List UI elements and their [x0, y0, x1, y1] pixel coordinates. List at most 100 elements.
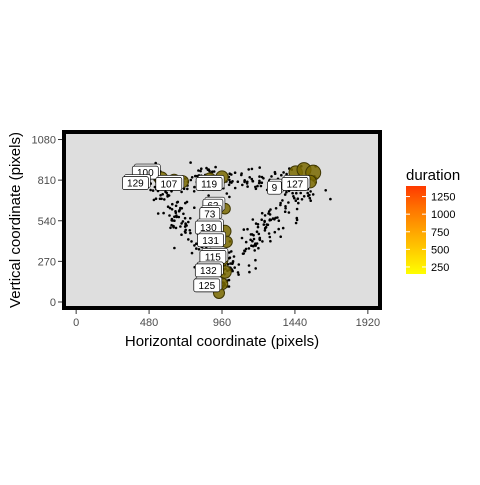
gaze-point — [180, 222, 183, 225]
gaze-point — [269, 218, 273, 222]
gaze-point — [274, 216, 277, 220]
fixation-label-text: 100 — [137, 168, 154, 179]
gaze-point — [281, 199, 284, 202]
gaze-point — [259, 184, 263, 188]
gaze-point — [256, 223, 260, 226]
gaze-point — [294, 221, 298, 225]
gaze-point — [230, 250, 233, 253]
fixation-label: 129 — [122, 174, 151, 190]
gaze-point — [262, 223, 266, 226]
fixation-label-text: 129 — [127, 179, 144, 190]
fixation-label: 130 — [194, 218, 224, 235]
gaze-point — [297, 201, 300, 205]
gaze-point — [193, 244, 196, 247]
gaze-point — [274, 207, 278, 210]
gaze-point — [237, 263, 241, 266]
gaze-point — [214, 165, 217, 169]
gaze-point — [180, 190, 183, 194]
gaze-point — [252, 234, 255, 237]
y-axis: 0 270 540 810 1080 — [32, 135, 62, 309]
gaze-point — [183, 216, 187, 220]
fixation-label-text: 73 — [204, 210, 216, 221]
gaze-point — [261, 240, 264, 243]
gaze-point — [231, 180, 234, 183]
gaze-point — [165, 191, 168, 195]
gaze-point — [174, 204, 178, 208]
gaze-point — [281, 226, 285, 230]
gaze-point — [329, 197, 332, 201]
gaze-point — [309, 190, 312, 193]
gaze-point — [284, 205, 287, 208]
gaze-point — [257, 232, 261, 236]
gaze-point — [294, 199, 298, 202]
gaze-point — [227, 278, 231, 282]
gaze-point — [226, 263, 230, 266]
gaze-point — [270, 175, 273, 178]
gaze-point — [273, 170, 277, 174]
gaze-point — [250, 167, 254, 171]
gaze-point — [300, 198, 304, 201]
gaze-point — [283, 193, 287, 196]
gaze-point — [173, 219, 176, 222]
gaze-point — [236, 180, 240, 183]
gaze-point — [151, 189, 155, 192]
fixation-label-text: 119 — [201, 179, 217, 190]
gaze-point — [265, 223, 269, 226]
gaze-point — [243, 249, 247, 253]
gaze-point — [195, 174, 199, 178]
gaze-point — [160, 197, 163, 201]
gaze-point — [195, 247, 198, 250]
gaze-point — [229, 262, 232, 265]
gaze-point — [175, 201, 179, 204]
gaze-point — [258, 181, 262, 184]
gaze-point — [255, 242, 259, 245]
legend-break-label: 1250 — [431, 192, 455, 204]
gaze-point — [296, 197, 300, 200]
fixation-label: 73 — [199, 205, 223, 221]
gaze-point — [267, 212, 270, 215]
gaze-point — [263, 220, 266, 224]
gaze-point — [166, 205, 170, 208]
gaze-point — [280, 173, 283, 177]
gaze-point — [205, 166, 208, 170]
gaze-point — [295, 216, 299, 220]
gaze-point — [159, 194, 162, 197]
gaze-point — [187, 220, 190, 224]
gaze-point — [162, 211, 165, 215]
gaze-point — [260, 218, 264, 221]
gaze-point — [195, 242, 198, 245]
fixation-label-text: 125 — [198, 281, 215, 292]
gaze-point — [244, 240, 248, 244]
gaze-point — [283, 210, 287, 213]
gaze-point — [189, 231, 192, 235]
gaze-point — [260, 175, 264, 179]
gaze-point — [169, 226, 172, 230]
gaze-point — [295, 207, 299, 211]
legend: duration 250 500 750 1000 1250 — [406, 167, 460, 274]
gaze-point — [287, 211, 291, 214]
fixation-label: 131 — [197, 231, 226, 248]
gaze-point — [254, 258, 257, 262]
gaze-point — [168, 206, 172, 210]
gaze-point — [170, 219, 173, 222]
fixation-label-text: 127 — [287, 179, 304, 190]
gaze-point — [225, 192, 229, 195]
gaze-point — [240, 236, 244, 240]
gaze-point — [237, 273, 240, 276]
gaze-point — [246, 227, 249, 231]
gaze-point — [197, 248, 201, 251]
gaze-point — [211, 170, 214, 173]
gaze-point — [308, 193, 311, 197]
legend-colorbar — [406, 186, 426, 274]
gaze-point — [168, 214, 171, 217]
gaze-point — [161, 193, 164, 196]
fixation-labels-layer: 10012910711962731301311151321259127 — [122, 163, 311, 293]
gaze-point — [277, 219, 281, 222]
gaze-point — [257, 246, 260, 250]
gaze-point — [251, 218, 255, 221]
fixation-label-text: 132 — [200, 266, 217, 277]
x-tick-label: 0 — [73, 317, 79, 329]
gaze-point — [277, 227, 281, 231]
x-tick-label: 960 — [213, 317, 231, 329]
gaze-point — [250, 177, 254, 181]
